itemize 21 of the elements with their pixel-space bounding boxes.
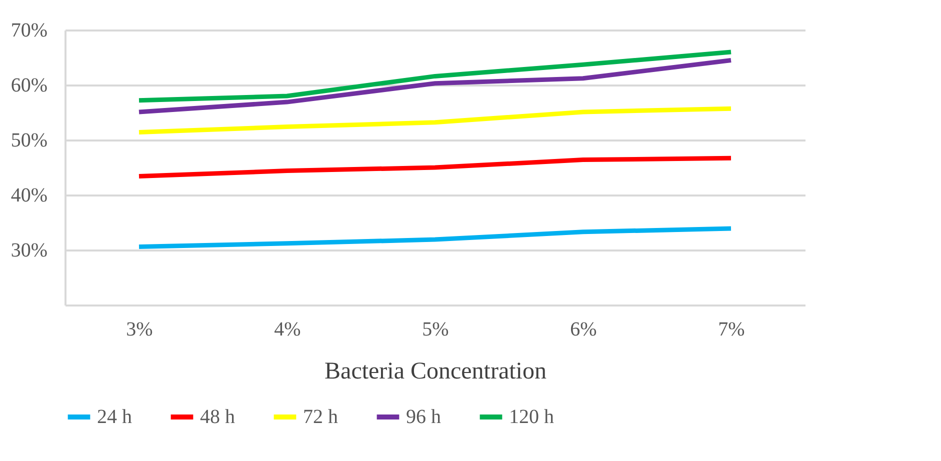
x-tick-label: 5% — [422, 318, 449, 340]
x-tick-label: 3% — [126, 318, 153, 340]
legend-label: 120 h — [509, 406, 554, 428]
y-tick-label: 70% — [10, 20, 48, 42]
y-tick-label: 50% — [10, 130, 48, 152]
line-series — [136, 156, 734, 179]
legend-label: 96 h — [406, 406, 441, 428]
x-tick-label: 7% — [718, 318, 745, 340]
x-tick-label: 4% — [274, 318, 301, 340]
line-series — [136, 106, 734, 135]
y-tick-label: 40% — [10, 184, 48, 206]
y-tick-label: 30% — [10, 240, 48, 262]
line-series — [136, 58, 734, 114]
legend-label: 24 h — [97, 406, 132, 428]
x-axis-title: Bacteria Concentration — [324, 358, 546, 384]
line-series — [136, 50, 734, 103]
legend-label: 48 h — [200, 406, 235, 428]
y-tick-label: 60% — [10, 74, 48, 96]
x-tick-label: 6% — [570, 318, 597, 340]
legend-label: 72 h — [303, 406, 338, 428]
line-series — [136, 226, 734, 249]
